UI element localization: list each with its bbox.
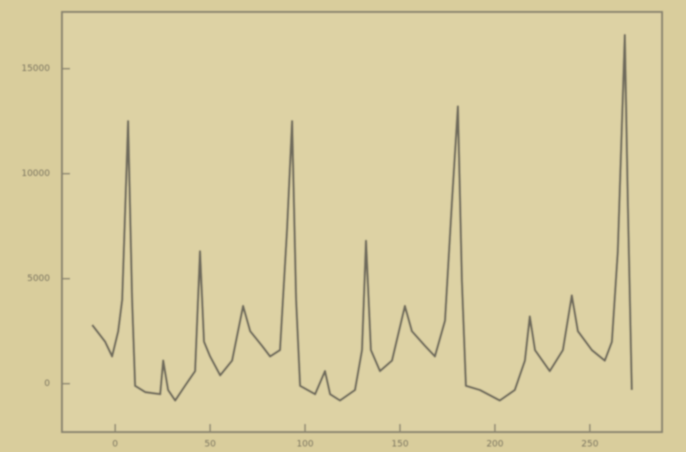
chart: 0 5000 10000 15000 0 50 100 150 200 250 <box>0 0 686 452</box>
x-tick-label: 250 <box>581 440 598 450</box>
y-tick-label: 0 <box>44 379 50 389</box>
plot-frame <box>62 12 662 432</box>
y-tick-label: 5000 <box>27 274 50 284</box>
plot: 0 5000 10000 15000 0 50 100 150 200 250 <box>21 12 662 450</box>
x-tick-label: 150 <box>391 440 408 450</box>
x-tick-label: 0 <box>112 440 118 450</box>
y-tick-label: 15000 <box>21 64 50 74</box>
y-tick-label: 10000 <box>21 169 50 179</box>
page: 050001000015000050100150200250 (() => { … <box>0 0 686 452</box>
x-tick-label: 100 <box>296 440 313 450</box>
x-tick-label: 50 <box>204 440 216 450</box>
x-tick-label: 200 <box>486 440 503 450</box>
